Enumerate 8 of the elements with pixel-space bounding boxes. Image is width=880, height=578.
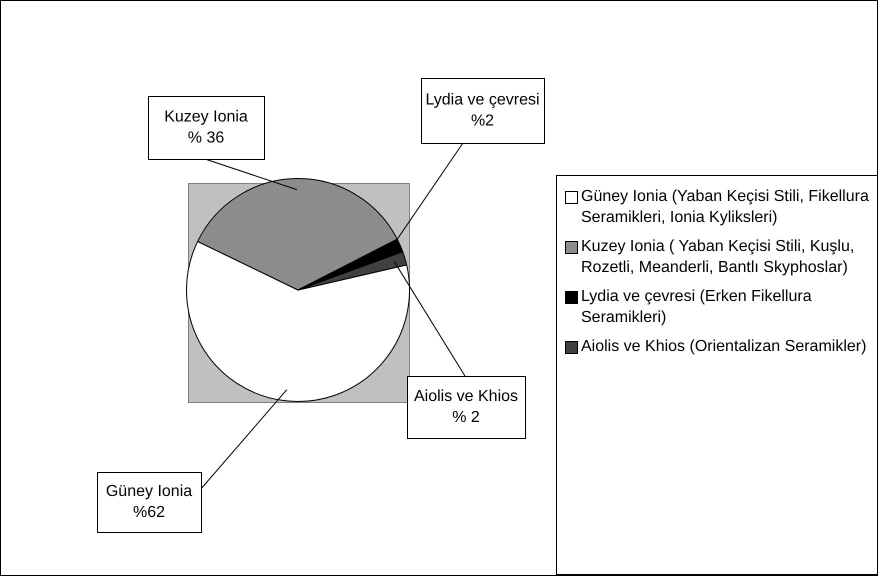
legend-label: Aiolis ve Khios (Orientalizan Seramikler) [581, 337, 866, 357]
legend-label: Lydia ve çevresi (Erken Fikellura Seramikleri) [581, 287, 813, 328]
data-label: Aiolis ve Khios % 2 [414, 388, 518, 426]
data-label: Kuzey Ionia % 36 [164, 108, 248, 146]
legend-label: Güney Ionia (Yaban Keçisi Stili, Fikellura Seramikleri, Ionia Kyliksleri) [581, 187, 870, 228]
data-label: Lydia ve çevresi %2 [425, 91, 540, 130]
data-label: Güney Ionia %62 [106, 482, 192, 521]
legend-label: Kuzey Ionia ( Yaban Keçisi Stili, Kuşlu, Rozetli, Meanderli, Bantlı Skyphoslar) [581, 237, 856, 278]
